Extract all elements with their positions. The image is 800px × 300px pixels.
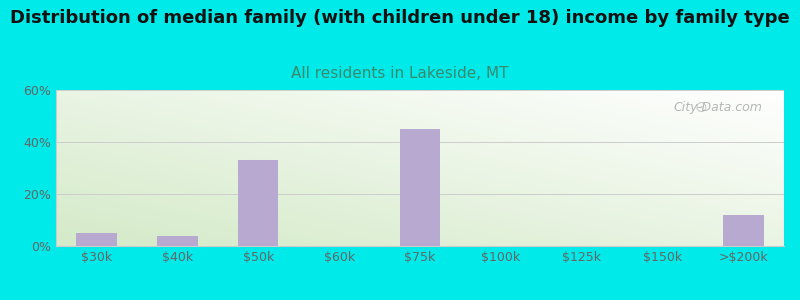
Text: Distribution of median family (with children under 18) income by family type: Distribution of median family (with chil… <box>10 9 790 27</box>
Bar <box>723 215 764 246</box>
Text: ⊙: ⊙ <box>695 100 707 115</box>
Bar <box>76 233 117 246</box>
Bar <box>400 129 440 246</box>
Bar <box>157 236 198 246</box>
Text: City-Data.com: City-Data.com <box>674 101 762 114</box>
Text: All residents in Lakeside, MT: All residents in Lakeside, MT <box>291 66 509 81</box>
Bar <box>238 160 278 246</box>
